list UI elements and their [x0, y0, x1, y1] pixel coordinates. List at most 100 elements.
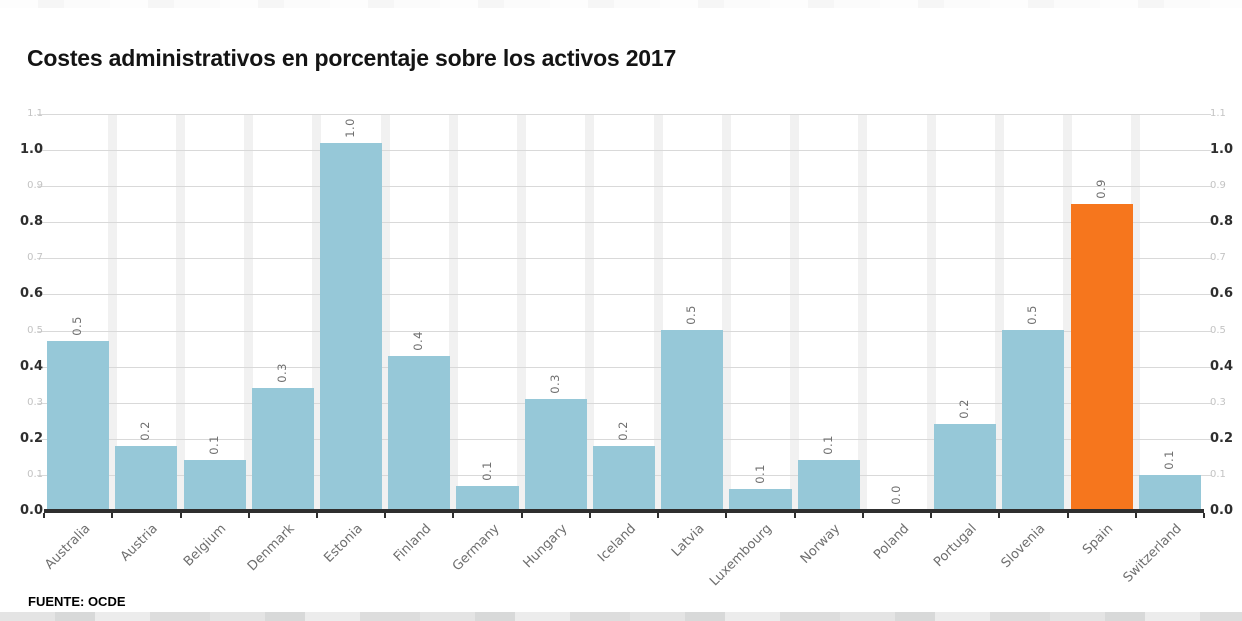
- y-axis-label-right-0.8: 0.8: [1210, 214, 1234, 229]
- plot-band-stripe: [721, 115, 731, 511]
- x-axis-label-Luxembourg: Luxembourg: [707, 521, 776, 590]
- y-axis-label-left-0.9: 0.9: [27, 180, 43, 191]
- x-axis-tick: [657, 513, 660, 518]
- y-axis-label-left-1.1: 1.1: [27, 108, 43, 119]
- y-axis-label-right-0.9: 0.9: [1210, 180, 1226, 191]
- x-axis-tick: [179, 513, 182, 518]
- x-axis-tick: [1134, 513, 1137, 518]
- y-axis-label-right-0.2: 0.2: [1210, 431, 1234, 446]
- bar-value-label-Iceland: 0.2: [616, 421, 630, 441]
- plot-band-stripe: [1063, 115, 1073, 511]
- plot-band-stripe: [994, 115, 1004, 511]
- plot-band-stripe: [517, 115, 527, 511]
- bar-Germany[interactable]: [456, 486, 519, 511]
- gridline-0.5: [37, 331, 1211, 332]
- bar-value-label-Austria: 0.2: [138, 421, 153, 441]
- bar-Estonia[interactable]: [319, 143, 383, 511]
- x-axis-tick: [588, 513, 591, 518]
- bar-Finland[interactable]: [388, 356, 451, 511]
- gridline-0.2: [37, 439, 1211, 440]
- x-axis-label-Poland: Poland: [870, 521, 912, 563]
- bar-Denmark[interactable]: [251, 388, 314, 511]
- y-axis-label-right-0.0: 0.0: [1210, 503, 1234, 518]
- y-axis-label-left-0.2: 0.2: [19, 431, 43, 446]
- bar-Norway[interactable]: [797, 460, 860, 511]
- x-axis-label-Iceland: Iceland: [595, 521, 639, 566]
- bar-Slovenia[interactable]: [1002, 330, 1065, 511]
- y-axis-label-left-0.4: 0.4: [19, 359, 43, 374]
- source-label: FUENTE: OCDE: [28, 594, 126, 609]
- y-axis-label-right-0.3: 0.3: [1210, 397, 1226, 408]
- x-axis-tick: [998, 513, 1001, 518]
- gridline-0.8: [37, 222, 1211, 223]
- y-axis-label-left-0.0: 0.0: [19, 503, 43, 518]
- bar-value-label-Spain: 0.9: [1093, 179, 1108, 199]
- x-axis-label-Portugal: Portugal: [931, 521, 981, 571]
- gridline-1.1: [37, 114, 1211, 115]
- plot-band-stripe: [858, 115, 868, 511]
- x-axis-tick: [1066, 513, 1069, 518]
- y-axis-label-left-0.6: 0.6: [19, 286, 43, 301]
- gridline-0.3: [37, 403, 1211, 404]
- x-axis-tick: [315, 513, 318, 518]
- plot-band-stripe: [653, 115, 663, 511]
- x-axis-tick: [43, 513, 45, 518]
- y-axis-label-right-0.6: 0.6: [1210, 286, 1234, 301]
- x-axis-label-Slovenia: Slovenia: [998, 521, 1049, 572]
- x-axis-label-Hungary: Hungary: [520, 521, 571, 572]
- bar-Australia[interactable]: [47, 341, 110, 511]
- gridline-1.0: [37, 150, 1211, 151]
- x-axis-label-Estonia: Estonia: [321, 521, 367, 566]
- bar-Portugal[interactable]: [934, 424, 997, 511]
- y-axis-label-right-0.1: 0.1: [1210, 469, 1226, 480]
- plot-band-stripe: [175, 115, 185, 511]
- bar-Austria[interactable]: [115, 446, 178, 511]
- bar-value-label-Switzerland: 0.1: [1161, 450, 1176, 470]
- bar-value-label-Hungary: 0.3: [547, 374, 562, 394]
- y-axis-label-left-0.1: 0.1: [27, 469, 43, 480]
- y-axis-label-left-0.3: 0.3: [27, 397, 43, 408]
- plot-band-stripe: [926, 115, 936, 511]
- bar-value-label-Latvia: 0.5: [684, 305, 699, 325]
- top-crop-artifact: [0, 0, 1242, 8]
- plot-band-stripe: [1131, 115, 1141, 511]
- bar-Belgium[interactable]: [183, 460, 246, 511]
- x-axis-tick: [452, 513, 455, 518]
- bar-Iceland[interactable]: [592, 446, 656, 511]
- x-axis-tick: [1203, 513, 1205, 518]
- bar-Spain[interactable]: [1070, 204, 1133, 511]
- y-axis-label-right-0.5: 0.5: [1210, 325, 1226, 336]
- bar-value-label-Denmark: 0.3: [274, 363, 289, 383]
- x-axis-label-Norway: Norway: [798, 521, 844, 567]
- y-axis-label-right-1.1: 1.1: [1210, 108, 1226, 119]
- gridline-0.7: [37, 258, 1211, 259]
- bar-Switzerland[interactable]: [1138, 475, 1201, 511]
- x-axis-tick: [930, 513, 933, 518]
- x-axis-label-Switzerland: Switzerland: [1120, 521, 1185, 586]
- bar-value-label-Poland: 0.0: [888, 485, 903, 505]
- x-axis-tick: [725, 513, 728, 518]
- x-axis-tick: [861, 513, 864, 518]
- gridline-0.4: [37, 367, 1211, 368]
- x-axis-label-Spain: Spain: [1080, 521, 1117, 558]
- y-axis-label-right-0.7: 0.7: [1210, 252, 1226, 263]
- x-axis-label-Australia: Australia: [41, 521, 94, 573]
- x-axis-label-Austria: Austria: [118, 521, 162, 565]
- gridline-0.9: [37, 186, 1211, 187]
- plot-band-stripe: [244, 115, 254, 511]
- x-axis-label-Germany: Germany: [449, 521, 503, 575]
- y-axis-label-left-0.8: 0.8: [19, 214, 43, 229]
- bar-value-label-Portugal: 0.2: [957, 399, 972, 419]
- bar-Latvia[interactable]: [661, 330, 724, 511]
- bar-Luxembourg[interactable]: [729, 489, 792, 511]
- x-axis-label-Belgium: Belgium: [181, 521, 230, 570]
- bar-value-label-Germany: 0.1: [479, 461, 494, 481]
- bar-value-label-Australia: 0.5: [70, 316, 85, 336]
- bar-Hungary[interactable]: [524, 399, 587, 511]
- plot-band-stripe: [380, 115, 390, 511]
- bottom-crop-artifact: [0, 612, 1242, 621]
- x-axis-tick: [793, 513, 796, 518]
- bar-value-label-Luxembourg: 0.1: [752, 464, 767, 484]
